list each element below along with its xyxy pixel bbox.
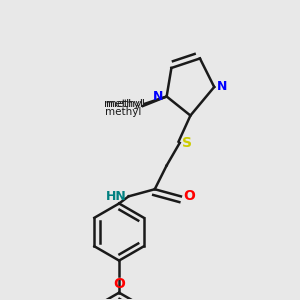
Text: N: N: [153, 90, 163, 103]
Text: HN: HN: [106, 190, 126, 203]
Text: methyl: methyl: [106, 99, 145, 109]
Text: O: O: [183, 189, 195, 203]
Text: N: N: [217, 80, 227, 94]
Text: S: S: [182, 136, 192, 150]
Text: methyl: methyl: [105, 107, 142, 117]
Text: methyl: methyl: [104, 99, 143, 109]
Text: O: O: [113, 277, 125, 291]
